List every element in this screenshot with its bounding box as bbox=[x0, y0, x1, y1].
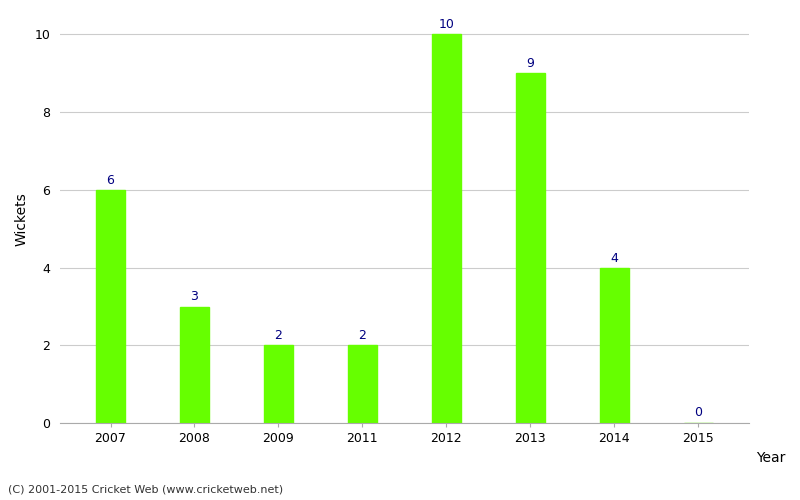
Bar bbox=[432, 34, 461, 423]
Bar bbox=[96, 190, 126, 423]
Text: 2: 2 bbox=[358, 330, 366, 342]
Bar bbox=[600, 268, 629, 423]
Y-axis label: Wickets: Wickets bbox=[15, 192, 29, 246]
Text: 2: 2 bbox=[274, 330, 282, 342]
Bar bbox=[264, 346, 293, 423]
Text: 10: 10 bbox=[438, 18, 454, 32]
Bar bbox=[180, 306, 209, 423]
Text: 6: 6 bbox=[106, 174, 114, 187]
Text: 9: 9 bbox=[526, 57, 534, 70]
Bar bbox=[516, 74, 545, 423]
Text: 4: 4 bbox=[610, 252, 618, 264]
Text: Year: Year bbox=[756, 451, 785, 465]
Text: 3: 3 bbox=[190, 290, 198, 304]
Text: 0: 0 bbox=[694, 406, 702, 418]
Text: (C) 2001-2015 Cricket Web (www.cricketweb.net): (C) 2001-2015 Cricket Web (www.cricketwe… bbox=[8, 485, 283, 495]
Bar bbox=[348, 346, 377, 423]
